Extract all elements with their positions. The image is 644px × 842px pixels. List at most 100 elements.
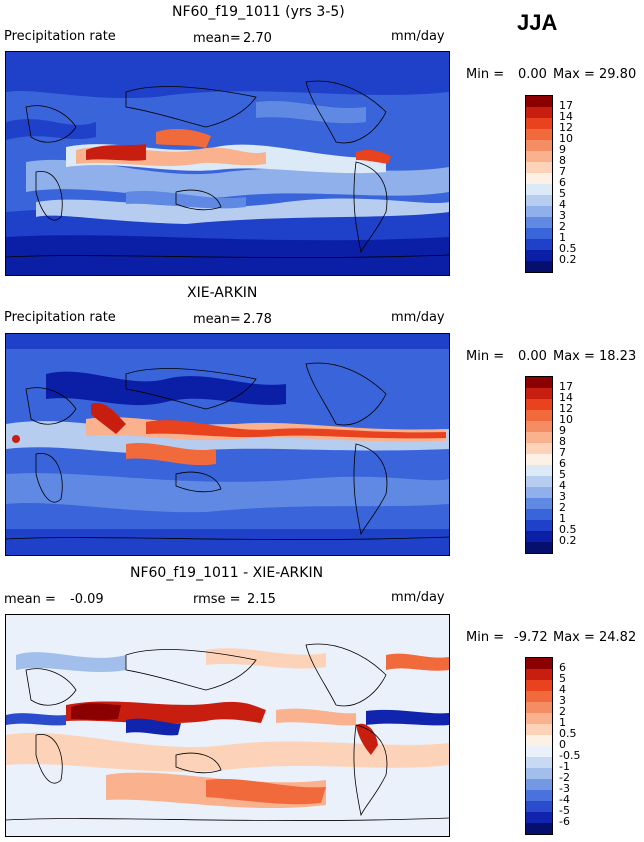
panel1-min-label: Min = (466, 67, 505, 82)
panel3-mean-label: mean = (4, 592, 56, 607)
colorbar-segment (526, 140, 552, 151)
colorbar-segment (526, 746, 552, 757)
colorbar-tick-label: -3 (559, 782, 570, 795)
colorbar-segment (526, 498, 552, 509)
colorbar-segment (526, 812, 552, 823)
panel1-colorbar (525, 95, 553, 273)
colorbar-segment (526, 129, 552, 140)
colorbar-segment (526, 702, 552, 713)
colorbar-tick-label: 0.5 (559, 727, 577, 740)
panel2-max-value: 18.23 (599, 349, 637, 364)
colorbar-tick-label: 0.5 (559, 242, 577, 255)
colorbar-segment (526, 443, 552, 454)
colorbar-tick-label: 6 (559, 661, 566, 674)
panel2-map (5, 333, 450, 556)
colorbar-tick-label: 17 (559, 380, 573, 393)
panel2-map-svg (6, 334, 449, 555)
colorbar-segment (526, 531, 552, 542)
panel2-mean-label: mean= (193, 312, 241, 327)
colorbar-tick-label: 0.5 (559, 523, 577, 536)
panel2-title: XIE-ARKIN (187, 285, 258, 301)
colorbar-tick-label: 12 (559, 121, 573, 134)
panel1-max-value: 29.80 (599, 67, 637, 82)
panel3-rmse-label: rmse = (193, 592, 241, 607)
panel1-mean-value: 2.70 (243, 31, 272, 46)
colorbar-segment (526, 206, 552, 217)
panel1-variable-label: Precipitation rate (4, 29, 116, 44)
panel3-map-svg (6, 615, 449, 836)
colorbar-segment (526, 410, 552, 421)
colorbar-tick-label: 10 (559, 132, 573, 145)
panel2-variable-label: Precipitation rate (4, 310, 116, 325)
panel3-colorbar (525, 657, 553, 835)
colorbar-segment (526, 680, 552, 691)
colorbar-tick-label: 9 (559, 143, 566, 156)
colorbar-tick-label: 14 (559, 110, 573, 123)
colorbar-segment (526, 107, 552, 118)
colorbar-segment (526, 476, 552, 487)
colorbar-tick-label: 3 (559, 209, 566, 222)
colorbar-segment (526, 713, 552, 724)
colorbar-tick-label: 2 (559, 501, 566, 514)
colorbar-tick-label: -6 (559, 815, 570, 828)
panel1-units: mm/day (391, 29, 445, 44)
colorbar-segment (526, 735, 552, 746)
panel3-min-label: Min = (466, 630, 505, 645)
colorbar-tick-label: 2 (559, 220, 566, 233)
colorbar-segment (526, 195, 552, 206)
colorbar-tick-label: 5 (559, 672, 566, 685)
colorbar-tick-label: 10 (559, 413, 573, 426)
panel2-colorbar (525, 376, 553, 554)
colorbar-tick-label: 0.2 (559, 534, 577, 547)
colorbar-tick-label: 4 (559, 479, 566, 492)
panel2-min-label: Min = (466, 349, 505, 364)
colorbar-segment (526, 790, 552, 801)
panel1-max-label: Max = (553, 67, 595, 82)
colorbar-segment (526, 779, 552, 790)
colorbar-tick-label: 3 (559, 490, 566, 503)
colorbar-segment (526, 151, 552, 162)
colorbar-tick-label: 8 (559, 154, 566, 167)
colorbar-segment (526, 96, 552, 107)
colorbar-segment (526, 432, 552, 443)
colorbar-tick-label: 12 (559, 402, 573, 415)
colorbar-tick-label: 7 (559, 446, 566, 459)
colorbar-segment (526, 520, 552, 531)
panel1-title: NF60_f19_1011 (yrs 3-5) (172, 4, 345, 20)
colorbar-segment (526, 691, 552, 702)
colorbar-tick-label: -2 (559, 771, 570, 784)
colorbar-segment (526, 801, 552, 812)
colorbar-segment (526, 421, 552, 432)
colorbar-tick-label: 5 (559, 187, 566, 200)
colorbar-tick-label: 1 (559, 716, 566, 729)
panel3-max-label: Max = (553, 630, 595, 645)
colorbar-segment (526, 509, 552, 520)
panel3-rmse-value: 2.15 (247, 592, 276, 607)
panel1-map (5, 51, 450, 276)
colorbar-segment (526, 669, 552, 680)
colorbar-tick-label: 14 (559, 391, 573, 404)
colorbar-tick-label: 5 (559, 468, 566, 481)
colorbar-tick-label: 17 (559, 99, 573, 112)
colorbar-tick-label: 0 (559, 738, 566, 751)
colorbar-tick-label: -4 (559, 793, 570, 806)
colorbar-tick-label: -1 (559, 760, 570, 773)
colorbar-tick-label: 3 (559, 694, 566, 707)
colorbar-tick-label: 9 (559, 424, 566, 437)
panel2-min-value: 0.00 (518, 349, 547, 364)
colorbar-segment (526, 454, 552, 465)
season-label: JJA (517, 10, 558, 35)
panel1-mean-label: mean= (193, 31, 241, 46)
colorbar-tick-label: 7 (559, 165, 566, 178)
colorbar-tick-label: -0.5 (559, 749, 581, 762)
panel3-map (5, 614, 450, 837)
colorbar-tick-label: 4 (559, 198, 566, 211)
colorbar-segment (526, 118, 552, 129)
panel3-units: mm/day (391, 590, 445, 605)
colorbar-segment (526, 658, 552, 669)
colorbar-segment (526, 239, 552, 250)
colorbar-segment (526, 757, 552, 768)
panel1-map-svg (6, 52, 449, 275)
colorbar-segment (526, 217, 552, 228)
colorbar-tick-label: 4 (559, 683, 566, 696)
